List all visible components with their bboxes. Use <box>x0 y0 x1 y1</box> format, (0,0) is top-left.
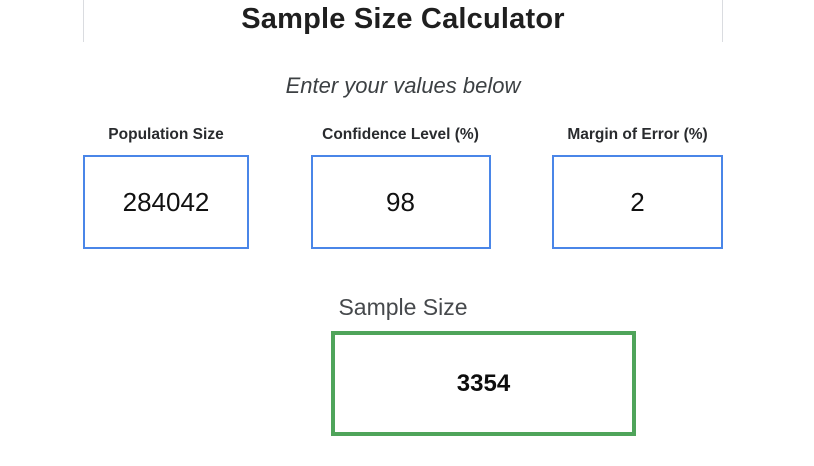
confidence-level-label: Confidence Level (%) <box>322 126 479 143</box>
sample-size-result-box: 3354 <box>331 331 636 436</box>
population-size-input[interactable]: 284042 <box>83 155 249 249</box>
subtitle: Enter your values below <box>285 73 521 98</box>
field-inputs-row: 284042 98 2 <box>83 155 723 249</box>
calculator-content: Sample Size Calculator Enter your values… <box>83 0 723 436</box>
margin-of-error-input[interactable]: 2 <box>552 155 723 249</box>
page-title: Sample Size Calculator <box>241 3 565 35</box>
frame-edge-right <box>722 0 723 42</box>
sample-size-label: Sample Size <box>338 294 468 320</box>
confidence-level-input[interactable]: 98 <box>310 155 491 249</box>
frame-edge-left <box>83 0 84 42</box>
population-size-label: Population Size <box>108 126 224 143</box>
field-labels-row: Population Size Confidence Level (%) Mar… <box>83 126 723 144</box>
margin-of-error-label: Margin of Error (%) <box>567 126 708 143</box>
